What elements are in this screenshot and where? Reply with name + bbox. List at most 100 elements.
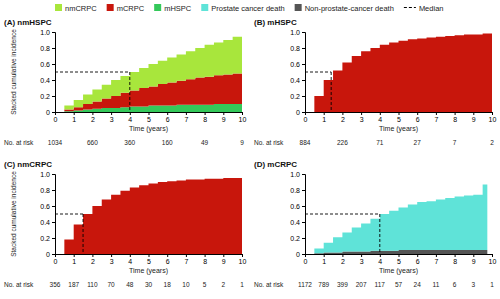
figure: nmCRPCmCRPCmHSPCProstate cancer deathNon… [0,0,500,299]
y-tick-label: 0.8 [40,45,50,52]
x-tick-label: 5 [397,258,401,265]
y-tick-label: 0.2 [40,235,50,242]
y-tick-mark [302,238,305,239]
y-tick-mark [52,190,55,191]
x-tick: 7 [184,112,188,123]
x-tick: 3 [360,112,364,123]
x-tick-mark [324,112,325,115]
at-risk-value: 5 [203,281,207,288]
x-tick-mark [399,112,400,115]
y-tick-label: 0 [296,251,300,258]
x-tick: 8 [453,254,457,265]
y-tick-label: 0.8 [290,45,300,52]
y-axis: 00.20.40.60.81.0 [290,171,305,258]
y-tick: 0.2 [40,93,55,100]
y-tick-mark [302,222,305,223]
x-tick-label: 6 [416,258,420,265]
x-tick: 1 [72,112,76,123]
x-tick-label: 0 [304,116,308,123]
x-tick-mark [74,254,75,257]
legend-item: mCRPC [107,4,145,13]
y-tick-label: 1.0 [290,171,300,178]
x-tick-mark [492,254,493,257]
at-risk-label: No. at risk [254,281,284,288]
x-tick: 4 [378,112,382,123]
y-tick: 1.0 [40,29,55,36]
x-axis-title: Time (years) [379,125,418,133]
median-line [55,214,83,215]
y-axis-line [302,175,306,255]
y-tick: 0 [296,251,305,258]
median-line [379,214,380,254]
y-tick: 1.0 [40,171,55,178]
y-tick-label: 0.6 [290,203,300,210]
x-tick-label: 9 [222,116,226,123]
y-tick-label: 1.0 [290,29,300,36]
legend-swatch [201,4,208,11]
x-tick: 6 [416,254,420,265]
at-risk-value: 187 [68,281,79,288]
x-tick-label: 0 [54,116,58,123]
x-tick: 7 [434,112,438,123]
x-tick-mark [492,112,493,115]
x-tick: 7 [434,254,438,265]
median-line [331,72,332,112]
y-tick: 0.6 [290,61,305,68]
x-tick-mark [92,254,93,257]
y-tick: 1.0 [290,171,305,178]
y-tick: 1.0 [290,29,305,36]
x-tick: 3 [360,254,364,265]
legend-item: Non-prostate-cancer death [295,4,394,13]
x-tick: 2 [91,112,95,123]
x-tick-mark [361,112,362,115]
panel-title: (A) nmHSPC [4,18,52,27]
x-tick-label: 6 [416,116,420,123]
y-tick-mark [52,96,55,97]
panel-title: (D) mCRPC [254,160,297,169]
x-tick: 8 [203,254,207,265]
x-tick-label: 1 [322,258,326,265]
x-tick-mark [342,112,343,115]
at-risk-value: 160 [162,139,173,146]
legend-swatch [107,4,114,11]
x-tick-label: 6 [166,116,170,123]
stacked-area [55,178,242,254]
median-line [129,72,130,112]
x-tick-label: 10 [489,116,497,123]
y-tick-mark [302,64,305,65]
x-tick-mark [242,112,243,115]
y-axis: 00.20.40.60.81.0 [290,29,305,116]
x-tick-label: 2 [91,258,95,265]
y-tick: 0.4 [40,219,55,226]
x-tick: 1 [72,254,76,265]
y-tick-mark [52,112,55,113]
x-tick-label: 10 [239,258,247,265]
x-tick: 6 [166,254,170,265]
y-tick-label: 0.2 [40,93,50,100]
y-tick-label: 1.0 [40,171,50,178]
at-risk-value: 7 [453,139,457,146]
y-tick-label: 0 [46,109,50,116]
x-tick-label: 8 [453,258,457,265]
panel: (B) mHSPC01234567891000.20.40.60.81.0Tim… [254,18,496,146]
at-risk-value: 30 [145,281,153,288]
y-tick-mark [52,174,55,175]
x-axis-line [306,113,493,116]
y-tick: 0 [296,109,305,116]
x-tick-mark [436,112,437,115]
at-risk-value: 884 [300,139,311,146]
y-tick: 0.4 [290,77,305,84]
x-tick-label: 4 [128,258,132,265]
x-tick: 8 [453,112,457,123]
x-tick: 2 [91,254,95,265]
at-risk-value: 71 [376,139,384,146]
x-axis-title: Time (years) [129,267,168,275]
at-risk-value: 2 [490,139,494,146]
x-tick-mark [399,254,400,257]
plot-area [305,33,492,112]
y-tick-mark [52,222,55,223]
y-tick-label: 0.2 [290,235,300,242]
y-tick: 0.8 [40,187,55,194]
x-tick: 9 [472,254,476,265]
x-tick: 0 [54,112,58,123]
